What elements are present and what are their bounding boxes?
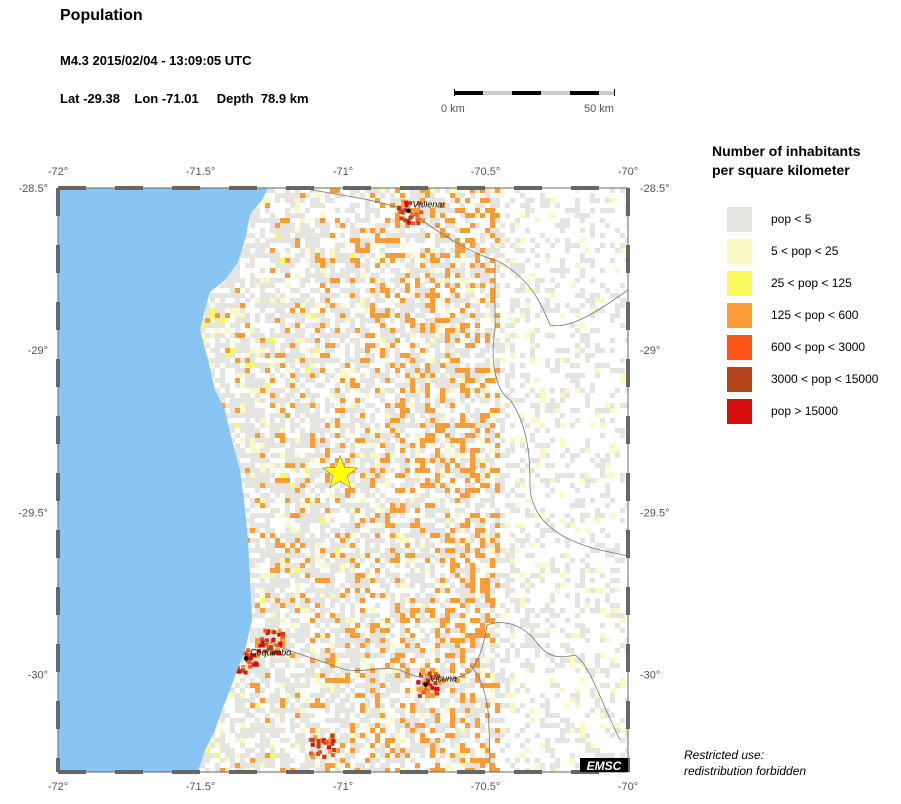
road xyxy=(261,622,621,741)
lat-tick-label-right: -29° xyxy=(640,345,660,357)
lat-tick-label-left: -30° xyxy=(28,670,48,682)
restricted-line2: redistribution forbidden xyxy=(684,764,807,778)
epicenter-star-icon[interactable] xyxy=(322,454,359,489)
legend-swatch xyxy=(727,334,752,360)
restricted-line1: Restricted use: xyxy=(684,748,765,762)
legend-item: 125 < pop < 600 xyxy=(727,302,858,328)
legend-item: 5 < pop < 25 xyxy=(727,238,838,264)
legend-title: Number of inhabitants per square kilomet… xyxy=(712,142,861,180)
lon-tick-label-top: -71° xyxy=(333,166,353,178)
legend-title-line1: Number of inhabitants xyxy=(712,143,861,159)
city-label: Coquimbo xyxy=(250,647,291,657)
legend-swatch xyxy=(727,302,752,328)
legend-item: 25 < pop < 125 xyxy=(727,270,852,296)
legend-swatch xyxy=(727,270,752,296)
road xyxy=(299,188,628,327)
legend-title-line2: per square kilometer xyxy=(712,162,850,178)
city-marker xyxy=(406,208,411,214)
legend-label: 125 < pop < 600 xyxy=(771,308,859,322)
lon-tick-label-top: -70.5° xyxy=(471,166,500,178)
lat-tick-label-right: -30° xyxy=(640,670,660,682)
scale-start-label: 0 km xyxy=(441,103,465,115)
legend-label: pop < 5 xyxy=(771,212,812,226)
city-label: Vicuna xyxy=(430,673,457,683)
city-marker xyxy=(243,656,249,661)
legend-swatch xyxy=(727,206,752,232)
legend-item: pop < 5 xyxy=(727,206,811,232)
city-label: Vallenar xyxy=(413,200,447,210)
road xyxy=(492,262,628,557)
lon-tick-label-bottom: -70.5° xyxy=(471,781,500,793)
restricted-notice: Restricted use: redistribution forbidden xyxy=(684,747,806,779)
emsc-logo-text: EMSC xyxy=(587,759,622,773)
lon-tick-label-top: -72° xyxy=(48,166,68,178)
lon-tick-label-top: -71.5° xyxy=(186,166,215,178)
road xyxy=(469,664,491,772)
scale-end-label: 50 km xyxy=(584,103,614,115)
lon-tick-label-bottom: -72° xyxy=(48,781,68,793)
legend-label: 600 < pop < 3000 xyxy=(771,340,866,354)
page-title: Population xyxy=(60,7,143,24)
city-marker xyxy=(423,682,428,687)
legend-swatch xyxy=(727,366,752,392)
map-frame xyxy=(56,186,630,774)
lon-tick-label-bottom: -70° xyxy=(618,781,638,793)
lat-tick-label-left: -28.5° xyxy=(19,183,48,195)
event-location: Lat -29.38 Lon -71.01 Depth 78.9 km xyxy=(60,91,309,106)
scale-bar-left-tick xyxy=(454,89,455,96)
legend-item: 600 < pop < 3000 xyxy=(727,334,865,360)
ocean xyxy=(58,188,268,772)
event-info: M4.3 2015/02/04 - 13:09:05 UTC xyxy=(60,53,252,68)
scale-bar-right-tick xyxy=(614,89,615,96)
emsc-logo xyxy=(580,758,628,772)
legend-item: pop > 15000 xyxy=(727,398,838,424)
legend-label: 5 < pop < 25 xyxy=(771,244,839,258)
legend-label: 3000 < pop < 15000 xyxy=(771,372,879,386)
lat-tick-label-left: -29° xyxy=(28,345,48,357)
lat-tick-label-right: -28.5° xyxy=(640,183,669,195)
lat-tick-label-left: -29.5° xyxy=(19,507,48,519)
legend-label: 25 < pop < 125 xyxy=(771,276,852,290)
lat-tick-label-right: -29.5° xyxy=(640,507,669,519)
legend-label: pop > 15000 xyxy=(771,404,839,418)
legend-swatch xyxy=(727,238,752,264)
lon-tick-label-bottom: -71.5° xyxy=(186,781,215,793)
scale-bar xyxy=(454,89,615,96)
legend-item: 3000 < pop < 15000 xyxy=(727,366,878,392)
lon-tick-label-top: -70° xyxy=(618,166,638,178)
scale-bar-segment xyxy=(454,91,615,95)
lon-tick-label-bottom: -71° xyxy=(333,781,353,793)
legend-swatch xyxy=(727,398,752,424)
